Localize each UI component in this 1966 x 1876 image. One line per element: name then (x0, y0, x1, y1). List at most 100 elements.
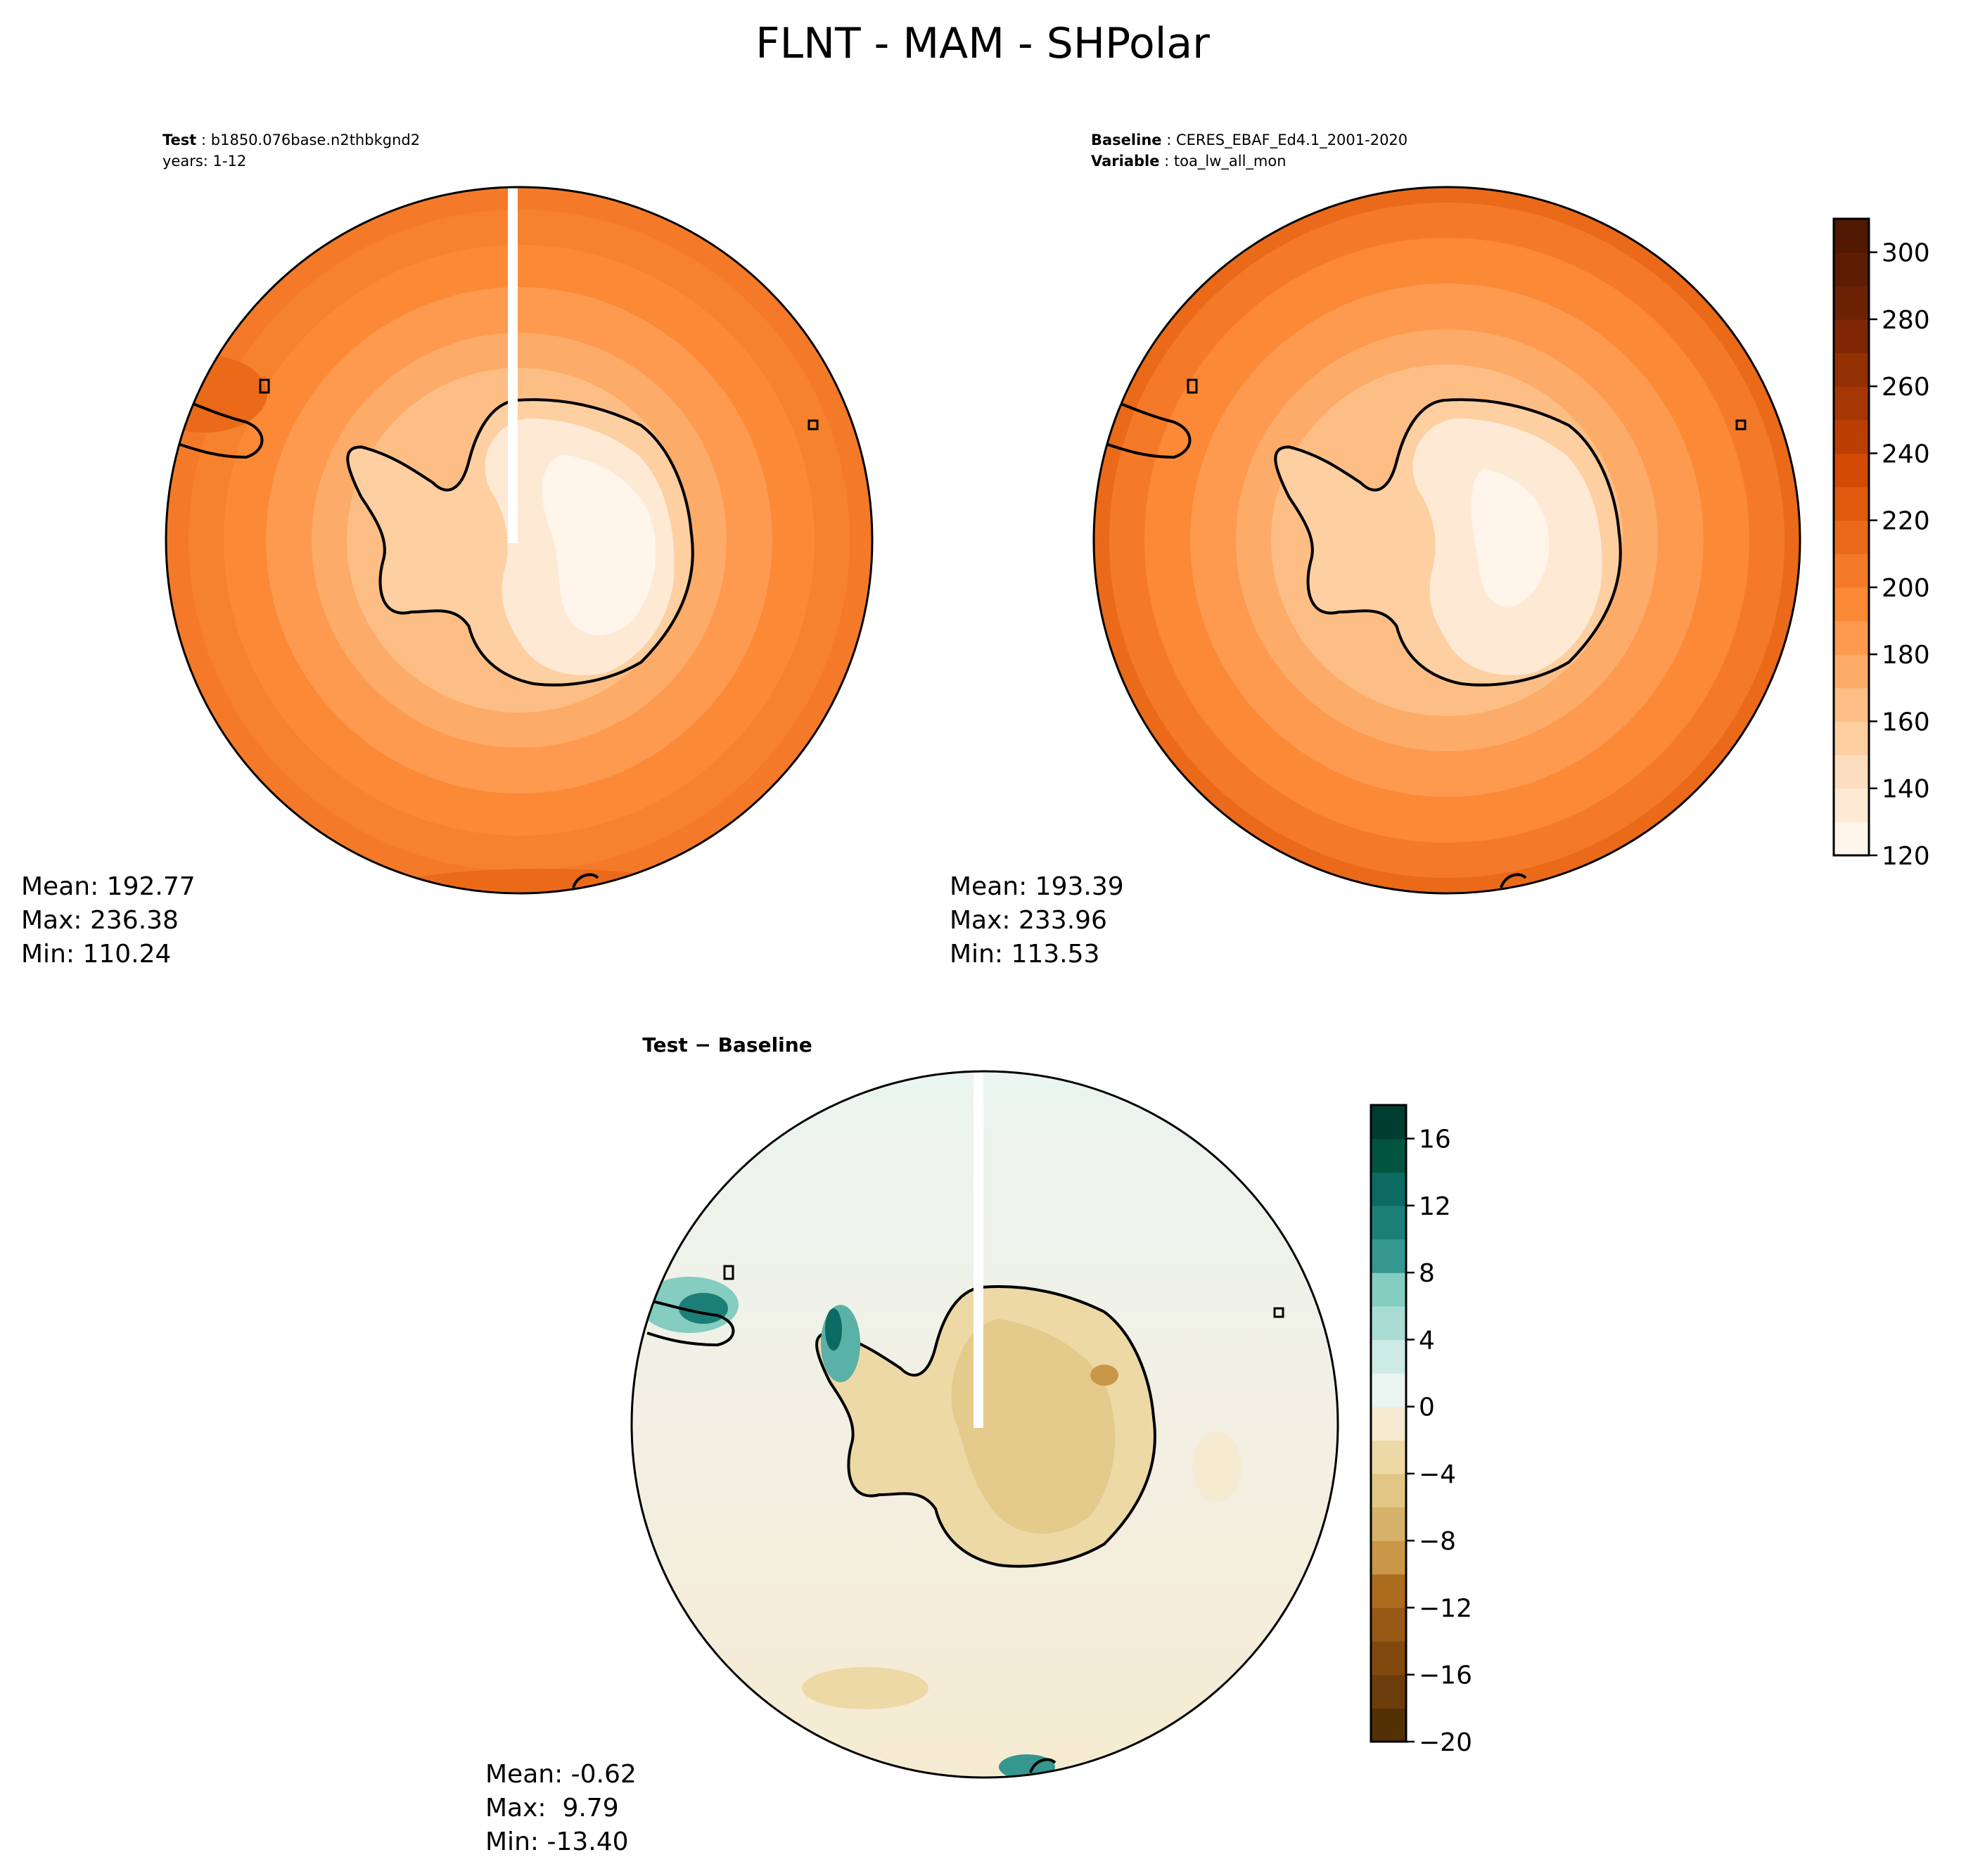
difference-south-america-coast (646, 1298, 735, 1347)
main-colorbar-band (1834, 587, 1869, 622)
test-stat-min: Min: 110.24 (21, 940, 171, 969)
main-colorbar-tick-label: 180 (1882, 641, 1930, 670)
difference-colorbar-tick-label: 4 (1419, 1326, 1435, 1355)
difference-missing-data-strip (974, 1071, 983, 1428)
difference-colorbar-band (1371, 1674, 1406, 1709)
main-colorbar-band (1834, 487, 1869, 521)
baseline-map (1094, 187, 1800, 893)
difference-colorbar-band (1371, 1239, 1406, 1273)
main-colorbar-tick-label: 200 (1882, 574, 1930, 603)
test-map-boundary (165, 186, 874, 895)
main-colorbar-band (1834, 219, 1869, 253)
figure-title: FLNT - MAM - SHPolar (755, 19, 1210, 68)
difference-colorbar-band (1371, 1406, 1406, 1441)
main-colorbar-band (1834, 352, 1869, 387)
test-warm-south (387, 869, 696, 893)
main-colorbar-tick-label: 160 (1882, 708, 1930, 736)
difference-stat-max: Max: 9.79 (485, 1794, 619, 1823)
difference-colorbar-band (1371, 1339, 1406, 1374)
baseline-coastline (1274, 398, 1622, 687)
difference-colorbar-band (1371, 1272, 1406, 1307)
difference-colorbar-band (1371, 1138, 1406, 1173)
test-title-label: Test (162, 132, 196, 148)
difference-negative-patch-east (1192, 1431, 1241, 1502)
test-map (166, 187, 872, 893)
difference-colorbar-band (1371, 1373, 1406, 1408)
baseline-variable-label: Variable (1091, 153, 1159, 170)
test-title: Test : b1850.076base.n2thbkgnd2 (162, 132, 420, 148)
difference-colorbar-band (1371, 1172, 1406, 1206)
difference-colorbar-band (1371, 1507, 1406, 1541)
difference-colorbar-band (1371, 1540, 1406, 1575)
difference-antarctica-field (815, 1285, 1156, 1568)
baseline-south-america-coast (1103, 396, 1192, 459)
difference-map (632, 1071, 1338, 1778)
baseline-stat-mean: Mean: 193.39 (950, 872, 1124, 901)
difference-colorbar-band (1371, 1306, 1406, 1341)
main-colorbar-band (1834, 755, 1869, 789)
main-colorbar-band (1834, 822, 1869, 856)
main-colorbar-tick-label: 280 (1882, 306, 1930, 335)
difference-australia-coast (1029, 1758, 1057, 1773)
baseline-falklands (1187, 378, 1198, 394)
difference-colorbar-tick-label: 8 (1419, 1259, 1435, 1288)
difference-colorbar-band (1371, 1607, 1406, 1642)
test-antarctica (346, 398, 694, 687)
difference-colorbar-tick-label: 16 (1419, 1125, 1451, 1154)
main-colorbar-band (1834, 520, 1869, 554)
baseline-variable: Variable : toa_lw_all_mon (1091, 153, 1287, 170)
main-colorbar-band (1834, 319, 1869, 354)
main-colorbar-tick-label: 140 (1882, 775, 1930, 804)
difference-positive-patch-peninsula (821, 1305, 860, 1382)
difference-colorbar: −20 −16 −12 −8 −4 0 4 8 12 16 (1370, 1104, 1472, 1757)
difference-strong-positive-peninsula (825, 1308, 842, 1351)
baseline-panel: Baseline : CERES_EBAF_Ed4.1_2001-2020 Va… (950, 132, 1930, 969)
main-colorbar-band (1834, 419, 1869, 454)
difference-colorbar-band (1371, 1641, 1406, 1676)
baseline-map-boundary (1092, 186, 1801, 895)
difference-negative-patch-south (802, 1667, 928, 1709)
test-australia-coast (572, 873, 599, 888)
main-colorbar-frame (1832, 217, 1870, 857)
difference-colorbar-tick-label: −12 (1419, 1594, 1472, 1623)
test-stat-mean: Mean: 192.77 (21, 872, 196, 901)
difference-colorbar-band (1371, 1574, 1406, 1609)
main-colorbar-tick-label: 220 (1882, 507, 1930, 536)
test-south-america-coast (175, 396, 264, 459)
main-colorbar-band (1834, 654, 1869, 689)
main-colorbar-band (1834, 687, 1869, 722)
main-colorbar-band (1834, 721, 1869, 755)
test-coastline (346, 398, 694, 687)
main-colorbar-tick-label: 300 (1882, 239, 1930, 268)
test-panel: Test : b1850.076base.n2thbkgnd2 years: 1… (21, 132, 874, 969)
main-colorbar-tick-label: 240 (1882, 440, 1930, 468)
test-falklands (259, 378, 270, 394)
difference-colorbar-tick-label: 0 (1419, 1393, 1435, 1422)
main-colorbar-band (1834, 788, 1869, 822)
test-title-value: b1850.076base.n2thbkgnd2 (211, 132, 420, 148)
difference-colorbar-band (1371, 1440, 1406, 1474)
difference-stat-min: Min: -13.40 (485, 1827, 629, 1856)
main-colorbar-band (1834, 286, 1869, 320)
difference-map-boundary (630, 1070, 1339, 1779)
difference-colorbar-band (1371, 1473, 1406, 1508)
difference-colorbar-band (1371, 1205, 1406, 1240)
main-colorbar-tick-label: 120 (1882, 842, 1930, 871)
difference-colorbar-band (1371, 1105, 1406, 1140)
baseline-variable-value: toa_lw_all_mon (1174, 153, 1287, 170)
baseline-antarctica (1274, 398, 1622, 687)
difference-coastline (815, 1285, 1156, 1568)
main-colorbar-band (1834, 554, 1869, 588)
difference-colorbar-tick-label: −16 (1419, 1661, 1472, 1690)
main-colorbar-band (1834, 620, 1869, 655)
main-colorbar-tick-label: 260 (1882, 373, 1930, 402)
test-south-georgia (808, 419, 819, 430)
baseline-title-value: CERES_EBAF_Ed4.1_2001-2020 (1176, 132, 1408, 149)
difference-colorbar-tick-label: −4 (1419, 1460, 1456, 1489)
baseline-stat-max: Max: 233.96 (950, 906, 1107, 935)
difference-stat-mean: Mean: -0.62 (485, 1760, 637, 1789)
test-years-label: years: 1-12 (162, 153, 246, 170)
baseline-title-label: Baseline (1091, 132, 1162, 148)
difference-colorbar-tick-label: 12 (1419, 1192, 1451, 1221)
